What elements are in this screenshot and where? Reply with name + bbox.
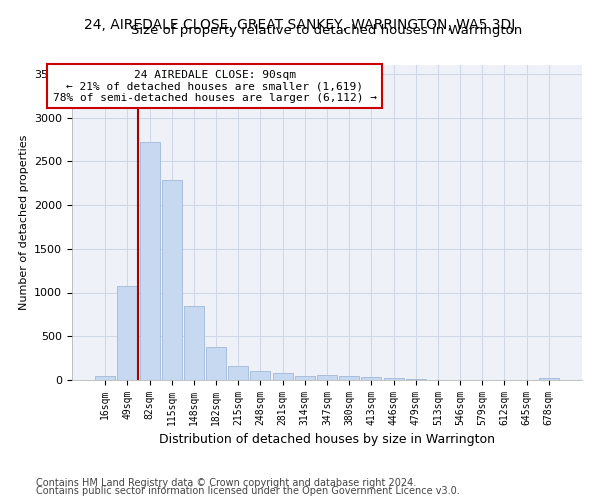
Bar (317, 375, 337, 380)
Bar (361, 377, 382, 380)
Text: 24 AIREDALE CLOSE: 90sqm
← 21% of detached houses are smaller (1,619)
78% of sem: 24 AIREDALE CLOSE: 90sqm ← 21% of detach… (53, 70, 377, 103)
Bar (140, 142, 160, 380)
Bar (162, 180, 182, 380)
Bar (228, 366, 248, 380)
Text: Contains HM Land Registry data © Crown copyright and database right 2024.: Contains HM Land Registry data © Crown c… (36, 478, 416, 488)
Text: Contains public sector information licensed under the Open Government Licence v3: Contains public sector information licen… (36, 486, 460, 496)
Bar (383, 378, 404, 380)
Bar (339, 376, 359, 380)
Bar (118, 286, 137, 380)
Bar (295, 376, 315, 380)
Y-axis label: Number of detached properties: Number of detached properties (19, 135, 29, 310)
Bar (184, 306, 204, 380)
Bar (250, 371, 271, 380)
Bar (539, 378, 559, 380)
Bar (206, 347, 226, 380)
Bar (406, 379, 426, 380)
Title: Size of property relative to detached houses in Warrington: Size of property relative to detached ho… (131, 24, 523, 38)
Bar (95, 376, 115, 380)
Text: 24, AIREDALE CLOSE, GREAT SANKEY, WARRINGTON, WA5 3DJ: 24, AIREDALE CLOSE, GREAT SANKEY, WARRIN… (85, 18, 515, 32)
X-axis label: Distribution of detached houses by size in Warrington: Distribution of detached houses by size … (159, 434, 495, 446)
Bar (272, 373, 293, 380)
